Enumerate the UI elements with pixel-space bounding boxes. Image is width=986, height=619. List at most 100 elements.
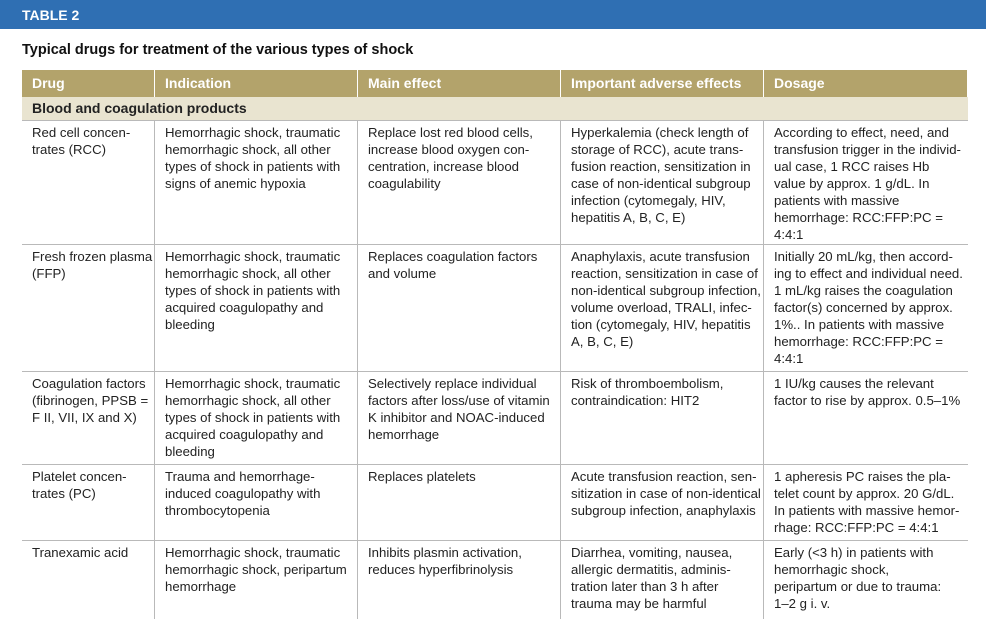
cell-line: sitization in case of non-identical bbox=[571, 486, 761, 501]
cell-line: hemorrhagic shock, all other bbox=[165, 393, 331, 408]
cell-line: Coagulation factors bbox=[32, 376, 146, 391]
cell-line: Replaces platelets bbox=[368, 469, 476, 484]
cell-line: hemorrhage bbox=[165, 579, 237, 594]
table-cell: Anaphylaxis, acute transfusion reaction, … bbox=[561, 245, 764, 372]
cell-line: signs of anemic hypoxia bbox=[165, 176, 306, 191]
cell-line: rhage: RCC:FFP:PC = 4:4:1 bbox=[774, 520, 939, 535]
cell-line: Tranexamic acid bbox=[32, 545, 129, 560]
table-cell: Tranexamic acid bbox=[22, 541, 155, 619]
column-header: Dosage bbox=[764, 70, 968, 97]
table-title: Typical drugs for treatment of the vario… bbox=[22, 42, 414, 58]
table-cell: Replace lost red blood cells, increase bl… bbox=[358, 121, 561, 245]
cell-line: Fresh frozen plasma bbox=[32, 249, 153, 264]
cell-line: patients with massive bbox=[774, 193, 900, 208]
cell-line: Replace lost red blood cells, bbox=[368, 125, 533, 140]
cell-line: Anaphylaxis, acute transfusion bbox=[571, 249, 750, 264]
table-label: TABLE 2 bbox=[22, 7, 80, 23]
cell-line: According to effect, need, and bbox=[774, 125, 949, 140]
cell-line: trates (RCC) bbox=[32, 142, 106, 157]
table-cell: Red cell concen-trates (RCC) bbox=[22, 121, 155, 245]
cell-line: bleeding bbox=[165, 317, 215, 332]
column-header: Indication bbox=[155, 70, 358, 97]
cell-line: hemorrhage: RCC:FFP:PC = bbox=[774, 210, 943, 225]
cell-line: non-identical subgroup infection, bbox=[571, 283, 761, 298]
table-cell: Fresh frozen plasma (FFP) bbox=[22, 245, 155, 372]
cell-line: Hemorrhagic shock, traumatic bbox=[165, 249, 341, 264]
cell-line: reaction, sensitization in case of bbox=[571, 266, 758, 281]
cell-line: types of shock in patients with bbox=[165, 159, 341, 174]
cell-line: factors after loss/use of vitamin bbox=[368, 393, 550, 408]
cell-line: 1 IU/kg causes the relevant bbox=[774, 376, 934, 391]
cell-line: K inhibitor and NOAC-induced bbox=[368, 410, 545, 425]
cell-line: (fibrinogen, PPSB = bbox=[32, 393, 149, 408]
cell-line: reduces hyperfibrinolysis bbox=[368, 562, 514, 577]
table-cell: Initially 20 mL/kg, then accord-ing to e… bbox=[764, 245, 968, 372]
cell-line: hemorrhage: RCC:FFP:PC = bbox=[774, 334, 943, 349]
cell-line: factor(s) concerned by approx. bbox=[774, 300, 953, 315]
cell-line: Acute transfusion reaction, sen- bbox=[571, 469, 757, 484]
cell-line: Hyperkalemia (check length of bbox=[571, 125, 749, 140]
table-cell: Inhibits plasmin activation, reduces hype… bbox=[358, 541, 561, 619]
table-cell: Hemorrhagic shock, traumatic hemorrhagic … bbox=[155, 245, 358, 372]
cell-line: 1 mL/kg raises the coagulation bbox=[774, 283, 953, 298]
cell-line: trates (PC) bbox=[32, 486, 96, 501]
cell-line: acquired coagulopathy and bbox=[165, 427, 324, 442]
cell-line: 1 apheresis PC raises the pla- bbox=[774, 469, 951, 484]
cell-line: subgroup infection, anaphylaxis bbox=[571, 503, 756, 518]
cell-line: Initially 20 mL/kg, then accord- bbox=[774, 249, 953, 264]
table-cell: 1 IU/kg causes the relevant factor to ris… bbox=[764, 372, 968, 465]
table-cell: Coagulation factors (fibrinogen, PPSB = F … bbox=[22, 372, 155, 465]
cell-line: ing to effect and individual need. bbox=[774, 266, 963, 281]
cell-line: storage of RCC), acute trans- bbox=[571, 142, 744, 157]
cell-line: 1–2 g i. v. bbox=[774, 596, 831, 611]
cell-line: increase blood oxygen con- bbox=[368, 142, 530, 157]
cell-line: value by approx. 1 g/dL. In bbox=[774, 176, 930, 191]
cell-line: hepatitis A, B, C, E) bbox=[571, 210, 686, 225]
cell-line: transfusion trigger in the individ- bbox=[774, 142, 961, 157]
cell-line: Risk of thromboembolism, bbox=[571, 376, 724, 391]
cell-line: induced coagulopathy with bbox=[165, 486, 321, 501]
cell-line: peripartum or due to trauma: bbox=[774, 579, 942, 594]
table-cell: Trauma and hemorrhage-induced coagulopat… bbox=[155, 465, 358, 541]
cell-line: hemorrhagic shock, peripartum bbox=[165, 562, 347, 577]
cell-line: 1%.. In patients with massive bbox=[774, 317, 945, 332]
cell-line: types of shock in patients with bbox=[165, 410, 341, 425]
cell-line: factor to rise by approx. 0.5–1% bbox=[774, 393, 961, 408]
cell-line: (FFP) bbox=[32, 266, 66, 281]
cell-line: and volume bbox=[368, 266, 437, 281]
cell-line: trauma may be harmful bbox=[571, 596, 707, 611]
cell-line: Hemorrhagic shock, traumatic bbox=[165, 545, 341, 560]
cell-line: hemorrhagic shock, all other bbox=[165, 266, 331, 281]
cell-line: tration later than 3 h after bbox=[571, 579, 719, 594]
cell-line: Replaces coagulation factors bbox=[368, 249, 538, 264]
cell-line: contraindication: HIT2 bbox=[571, 393, 700, 408]
cell-line: thrombocytopenia bbox=[165, 503, 270, 518]
column-header: Drug bbox=[22, 70, 155, 97]
cell-line: Platelet concen- bbox=[32, 469, 127, 484]
cell-line: hemorrhagic shock, all other bbox=[165, 142, 331, 157]
cell-line: hemorrhage bbox=[368, 427, 440, 442]
cell-line: infection (cytomegaly, HIV, bbox=[571, 193, 726, 208]
table-cell: Acute transfusion reaction, sen-sitizati… bbox=[561, 465, 764, 541]
table-cell: Early (<3 h) in patients with hemorrhagic… bbox=[764, 541, 968, 619]
cell-line: Hemorrhagic shock, traumatic bbox=[165, 125, 341, 140]
cell-line: case of non-identical subgroup bbox=[571, 176, 751, 191]
cell-line: types of shock in patients with bbox=[165, 283, 341, 298]
cell-line: ual case, 1 RCC raises Hb bbox=[774, 159, 930, 174]
table-cell: Hemorrhagic shock, traumatic hemorrhagic … bbox=[155, 541, 358, 619]
table-cell: Hemorrhagic shock, traumatic hemorrhagic … bbox=[155, 121, 358, 245]
cell-line: Hemorrhagic shock, traumatic bbox=[165, 376, 341, 391]
cell-line: volume overload, TRALI, infec- bbox=[571, 300, 752, 315]
cell-line: A, B, C, E) bbox=[571, 334, 634, 349]
cell-line: In patients with massive hemor- bbox=[774, 503, 960, 518]
cell-line: allergic dermatitis, adminis- bbox=[571, 562, 731, 577]
table-cell: Replaces coagulation factors and volume bbox=[358, 245, 561, 372]
table-cell: Diarrhea, vomiting, nausea, allergic derm… bbox=[561, 541, 764, 619]
cell-line: 4:4:1 bbox=[774, 227, 804, 242]
table-cell: According to effect, need, and transfusio… bbox=[764, 121, 968, 245]
column-header: Main effect bbox=[358, 70, 561, 97]
cell-line: tion (cytomegaly, HIV, hepatitis bbox=[571, 317, 751, 332]
table-cell: Hemorrhagic shock, traumatic hemorrhagic … bbox=[155, 372, 358, 465]
table-cell: 1 apheresis PC raises the pla-telet coun… bbox=[764, 465, 968, 541]
